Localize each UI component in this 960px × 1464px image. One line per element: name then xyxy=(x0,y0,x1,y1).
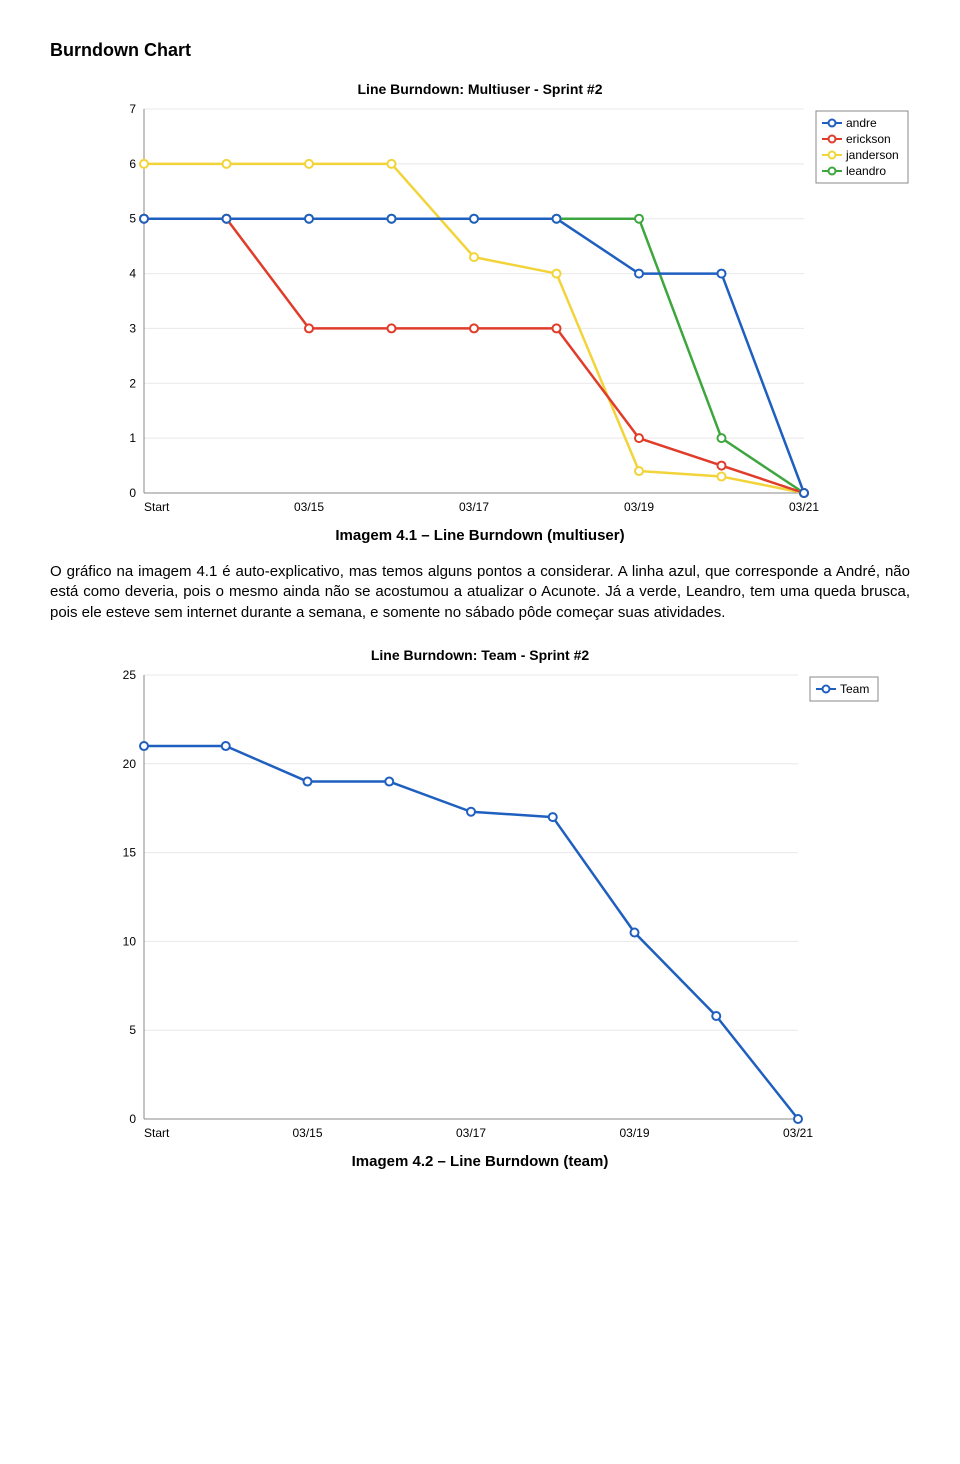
marker xyxy=(385,777,393,785)
svg-text:3: 3 xyxy=(129,321,136,335)
svg-text:Start: Start xyxy=(144,500,170,514)
chart1-svg: 0 1 2 3 4 5 6 7 Start 03/15 03/17 03/19 03/21 andre er… xyxy=(110,101,910,521)
svg-text:0: 0 xyxy=(129,486,136,500)
legend-label: Team xyxy=(840,682,869,696)
marker xyxy=(140,742,148,750)
svg-text:03/21: 03/21 xyxy=(783,1126,813,1140)
series-Team xyxy=(144,746,798,1119)
chart2-svg: 0 5 10 15 20 25 Start 03/15 03/17 03/19 03/21 Team xyxy=(110,667,880,1147)
marker xyxy=(800,489,808,497)
svg-text:1: 1 xyxy=(129,431,136,445)
svg-text:6: 6 xyxy=(129,157,136,171)
svg-text:15: 15 xyxy=(123,845,137,859)
legend-label: janderson xyxy=(845,148,899,162)
svg-text:5: 5 xyxy=(129,1023,136,1037)
svg-text:5: 5 xyxy=(129,212,136,226)
marker xyxy=(388,324,396,332)
marker xyxy=(718,462,726,470)
chart2-title: Line Burndown: Team - Sprint #2 xyxy=(50,647,910,663)
svg-text:2: 2 xyxy=(129,376,136,390)
marker xyxy=(470,253,478,261)
legend-label: erickson xyxy=(846,132,891,146)
svg-text:03/15: 03/15 xyxy=(294,500,324,514)
marker xyxy=(712,1012,720,1020)
marker xyxy=(635,434,643,442)
svg-text:7: 7 xyxy=(129,102,136,116)
marker xyxy=(635,215,643,223)
marker xyxy=(140,160,148,168)
marker xyxy=(388,215,396,223)
marker xyxy=(631,928,639,936)
svg-text:20: 20 xyxy=(123,757,137,771)
marker xyxy=(388,160,396,168)
chart1-caption: Imagem 4.1 – Line Burndown (multiuser) xyxy=(50,527,910,544)
marker xyxy=(718,270,726,278)
svg-text:4: 4 xyxy=(129,267,136,281)
marker xyxy=(140,215,148,223)
svg-text:03/21: 03/21 xyxy=(789,500,819,514)
svg-text:03/19: 03/19 xyxy=(624,500,654,514)
marker xyxy=(718,434,726,442)
marker xyxy=(305,160,313,168)
marker xyxy=(718,473,726,481)
marker xyxy=(223,160,231,168)
marker xyxy=(553,324,561,332)
marker xyxy=(794,1115,802,1123)
chart2-container: 0 5 10 15 20 25 Start 03/15 03/17 03/19 03/21 Team xyxy=(110,667,910,1147)
svg-text:03/15: 03/15 xyxy=(292,1126,322,1140)
marker xyxy=(305,215,313,223)
marker xyxy=(467,808,475,816)
marker xyxy=(222,742,230,750)
marker xyxy=(635,467,643,475)
marker xyxy=(553,215,561,223)
chart1-title: Line Burndown: Multiuser - Sprint #2 xyxy=(50,81,910,97)
marker xyxy=(305,324,313,332)
svg-text:03/17: 03/17 xyxy=(459,500,489,514)
marker xyxy=(470,324,478,332)
marker xyxy=(553,270,561,278)
svg-text:03/19: 03/19 xyxy=(619,1126,649,1140)
marker xyxy=(635,270,643,278)
chart2-caption: Imagem 4.2 – Line Burndown (team) xyxy=(50,1153,910,1170)
explanation-paragraph: O gráfico na imagem 4.1 é auto-explicati… xyxy=(50,562,910,623)
marker xyxy=(549,813,557,821)
svg-text:25: 25 xyxy=(123,668,137,682)
legend-label: leandro xyxy=(846,164,886,178)
marker xyxy=(304,777,312,785)
marker xyxy=(470,215,478,223)
svg-text:Start: Start xyxy=(144,1126,170,1140)
legend-label: andre xyxy=(846,116,877,130)
svg-text:0: 0 xyxy=(129,1112,136,1126)
section-heading: Burndown Chart xyxy=(50,40,910,61)
svg-text:10: 10 xyxy=(123,934,137,948)
chart1-container: 0 1 2 3 4 5 6 7 Start 03/15 03/17 03/19 03/21 andre er… xyxy=(110,101,910,521)
marker xyxy=(223,215,231,223)
svg-text:03/17: 03/17 xyxy=(456,1126,486,1140)
